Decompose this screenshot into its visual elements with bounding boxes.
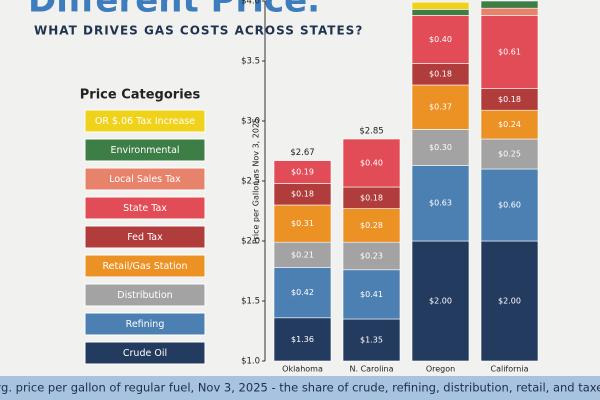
legend-swatch: [84, 167, 206, 191]
bar-segment: [342, 241, 401, 271]
caption: Avg. price per gallon of regular fuel, N…: [0, 381, 600, 395]
bar-value-label: $0.41: [360, 290, 383, 299]
bar-segment: [273, 241, 332, 268]
bar-value-label: $1.36: [291, 335, 314, 344]
y-tick-label: $1.5: [241, 297, 260, 307]
bar-segment: [480, 138, 539, 170]
chart-subtitle: WHAT DRIVES GAS COSTS ACROSS STATES?: [34, 24, 363, 38]
bar-segment: [411, 240, 470, 362]
bar-segment: [480, 168, 539, 242]
y-tick-label: $2.5: [241, 177, 260, 187]
y-tick-label: $4.0: [241, 0, 260, 7]
total-label: $2.85: [359, 127, 383, 137]
y-tick-label: $1.0: [241, 357, 260, 367]
bar-segment: [273, 204, 332, 243]
legend-swatch: [84, 254, 206, 278]
y-tick-label: $2.0: [241, 237, 260, 247]
y-axis-label: Price per Gallon as Nov 3, 2025: [252, 118, 261, 244]
bar-value-label: $0.19: [291, 168, 314, 177]
x-tick-label: Oregon: [426, 365, 455, 374]
bar-segment: [480, 0, 539, 9]
bar-segment: [342, 208, 401, 243]
bar-value-label: $0.18: [429, 70, 452, 79]
bar-segment: [273, 317, 332, 362]
bar-segment: [480, 240, 539, 362]
y-tick-label: $3.0: [241, 117, 260, 127]
bar-value-label: $0.31: [291, 219, 314, 228]
legend-swatch: [84, 225, 206, 249]
bar-segment: [411, 165, 470, 242]
y-tick-label: $3.5: [241, 57, 260, 67]
bar-value-label: $0.40: [360, 159, 383, 168]
legend-label: State Tax: [123, 203, 167, 214]
caption-band: [0, 376, 600, 400]
bar-value-label: $0.60: [498, 201, 521, 210]
bar-segment: [411, 1, 470, 10]
bar-segment: [342, 269, 401, 320]
legend-label: Fed Tax: [127, 232, 163, 243]
bar-value-label: $2.00: [498, 297, 521, 306]
legend-swatch: [84, 312, 206, 336]
legend-swatch: [84, 138, 206, 162]
bar-segment: [273, 267, 332, 319]
bar-value-label: $0.30: [429, 143, 452, 152]
bar-value-label: $0.61: [498, 48, 521, 57]
x-tick-label: Oklahoma: [282, 365, 323, 374]
bar-segment: [411, 9, 470, 16]
bar-value-label: $2.00: [429, 297, 452, 306]
bar-value-label: $0.25: [498, 150, 521, 159]
bar-value-label: $0.18: [291, 190, 314, 199]
bar-segment: [411, 129, 470, 166]
legend-label: Local Sales Tax: [109, 174, 181, 185]
bar-value-label: $0.40: [429, 35, 452, 44]
bar-value-label: $0.63: [429, 199, 452, 208]
bar-segment: [273, 160, 332, 184]
bar-segment: [342, 138, 401, 188]
legend-swatch: [84, 196, 206, 220]
legend-label: Retail/Gas Station: [103, 261, 188, 272]
bar-value-label: $0.18: [498, 95, 521, 104]
legend-swatch: [84, 109, 206, 133]
legend-title: Price Categories: [80, 88, 201, 103]
bar-segment: [411, 15, 470, 64]
bar-value-label: $0.42: [291, 288, 314, 297]
x-tick-label: California: [491, 365, 529, 374]
bar-value-label: $0.37: [429, 103, 452, 112]
bar-value-label: $0.28: [360, 221, 383, 230]
bar-value-label: $0.23: [360, 252, 383, 261]
bar-segment: [411, 84, 470, 130]
x-tick-label: N. Carolina: [350, 365, 394, 374]
bar-value-label: $1.35: [360, 336, 383, 345]
chart-title: Different Price.: [28, 0, 320, 21]
legend-swatch: [84, 283, 206, 307]
bar-segment: [342, 318, 401, 362]
legend-label: Distribution: [117, 290, 172, 301]
legend-label: Refining: [126, 319, 165, 330]
legend-label: OR $.06 Tax Increase: [95, 116, 195, 127]
legend-swatch: [84, 341, 206, 365]
bar-segment: [480, 15, 539, 89]
legend-label: Crude Oil: [123, 348, 167, 359]
bar-segment: [480, 109, 539, 140]
bar-value-label: $0.24: [498, 120, 521, 129]
bar-segment: [480, 7, 539, 16]
total-label: $2.67: [290, 148, 314, 158]
legend-label: Environmental: [110, 145, 179, 156]
bar-value-label: $0.21: [291, 250, 314, 259]
bar-value-label: $0.18: [360, 193, 383, 202]
